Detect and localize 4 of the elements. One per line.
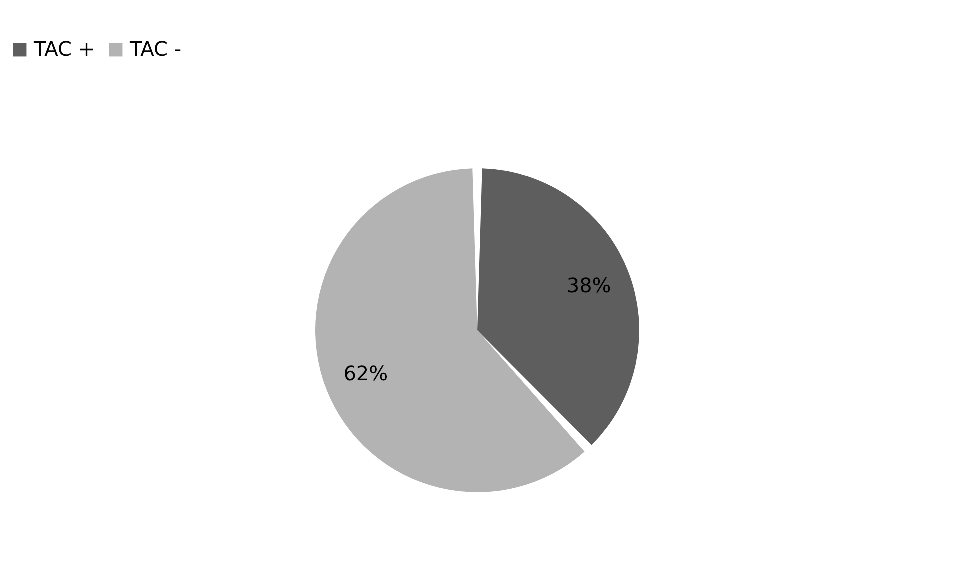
data-label: 62% [344,362,388,386]
legend-label: TAC - [129,37,182,61]
data-label: 38% [566,273,612,298]
legend-label: TAC + [33,37,96,61]
